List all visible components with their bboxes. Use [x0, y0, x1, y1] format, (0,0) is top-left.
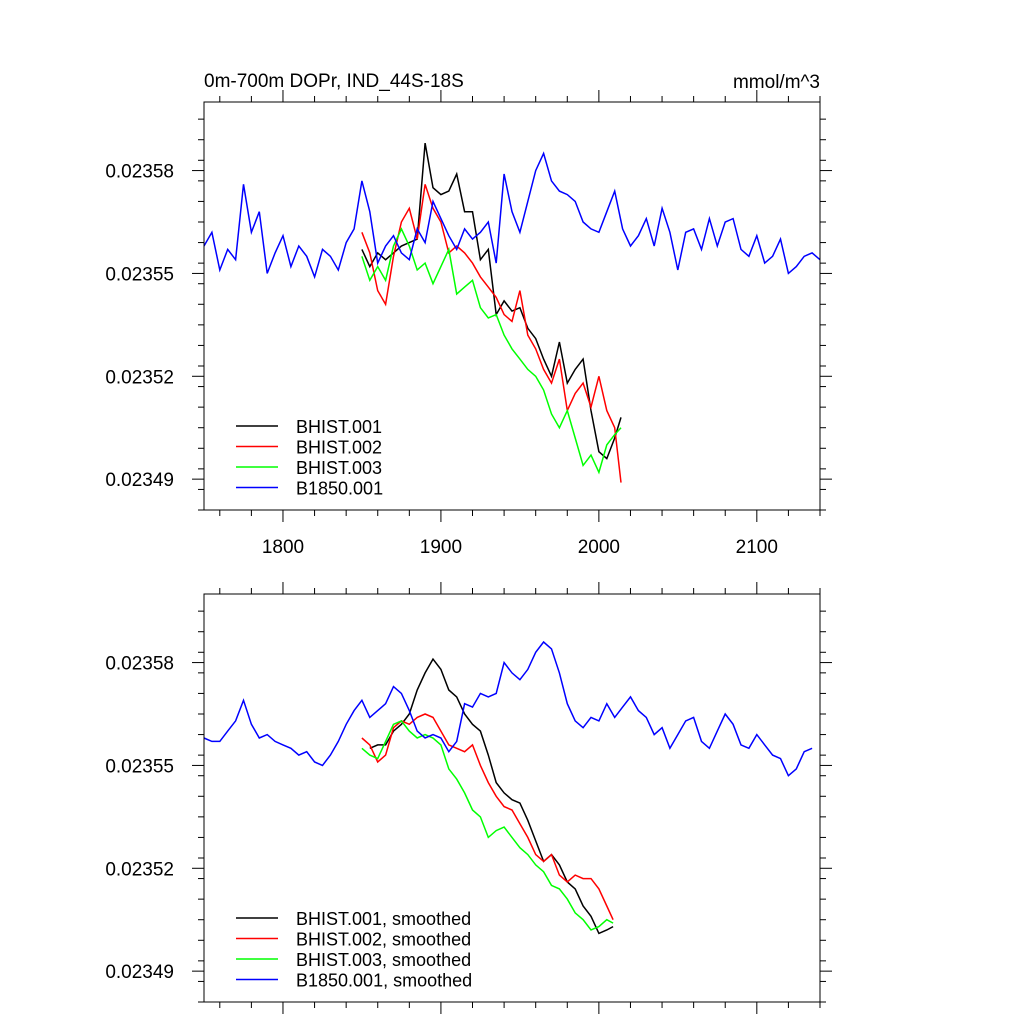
x-tick-label: 1800 — [262, 537, 304, 558]
y-tick-label: 0.02352 — [105, 859, 174, 880]
series-line-bhist-001-smoothed — [369, 657, 614, 935]
x-tick-label: 1900 — [420, 537, 462, 558]
y-tick-label: 0.02355 — [105, 264, 174, 285]
x-tick-label: 2000 — [578, 537, 620, 558]
units-label: mmol/m^3 — [733, 72, 820, 93]
plot-frame — [203, 593, 821, 1003]
legend-label: BHIST.002, smoothed — [296, 930, 471, 950]
plot-frame — [203, 101, 821, 511]
y-tick-label: 0.02349 — [105, 470, 174, 491]
legend-label: BHIST.002 — [296, 438, 382, 458]
bottom-panel: 0.02349 0.02352 0.02355 0.02358 BHIST.001, s… — [105, 582, 832, 1014]
top-panel: 1800 1900 2000 2100 0.02349 0.02352 0.02355 0.0… — [105, 90, 832, 558]
chart-title: 0m-700m DOPr, IND_44S-18S — [204, 71, 464, 92]
series-line-bhist-002 — [361, 184, 622, 483]
legend-label: BHIST.003 — [296, 458, 382, 478]
series-line-bhist-003-smoothed — [361, 719, 614, 931]
plot-area — [204, 640, 813, 935]
y-tick-label: 0.02358 — [105, 654, 174, 675]
legend-label: B1850.001, smoothed — [296, 971, 472, 991]
y-tick-label: 0.02352 — [105, 367, 174, 388]
series-line-bhist-003 — [361, 227, 622, 475]
legend-label: B1850.001 — [296, 479, 383, 499]
y-tick-label: 0.02349 — [105, 962, 174, 983]
legend-label: BHIST.001 — [296, 417, 382, 437]
series-line-bhist-002-smoothed — [361, 713, 614, 921]
legend-label: BHIST.003, smoothed — [296, 950, 471, 970]
legend-label: BHIST.001, smoothed — [296, 909, 471, 929]
x-tick-label: 2100 — [736, 537, 778, 558]
series-line-b1850-001-smoothed — [204, 640, 813, 777]
plot-area — [204, 142, 820, 483]
y-tick-label: 0.02358 — [105, 162, 174, 183]
y-tick-label: 0.02355 — [105, 756, 174, 777]
series-line-b1850-001 — [204, 151, 820, 280]
series-line-bhist-001 — [361, 142, 622, 460]
